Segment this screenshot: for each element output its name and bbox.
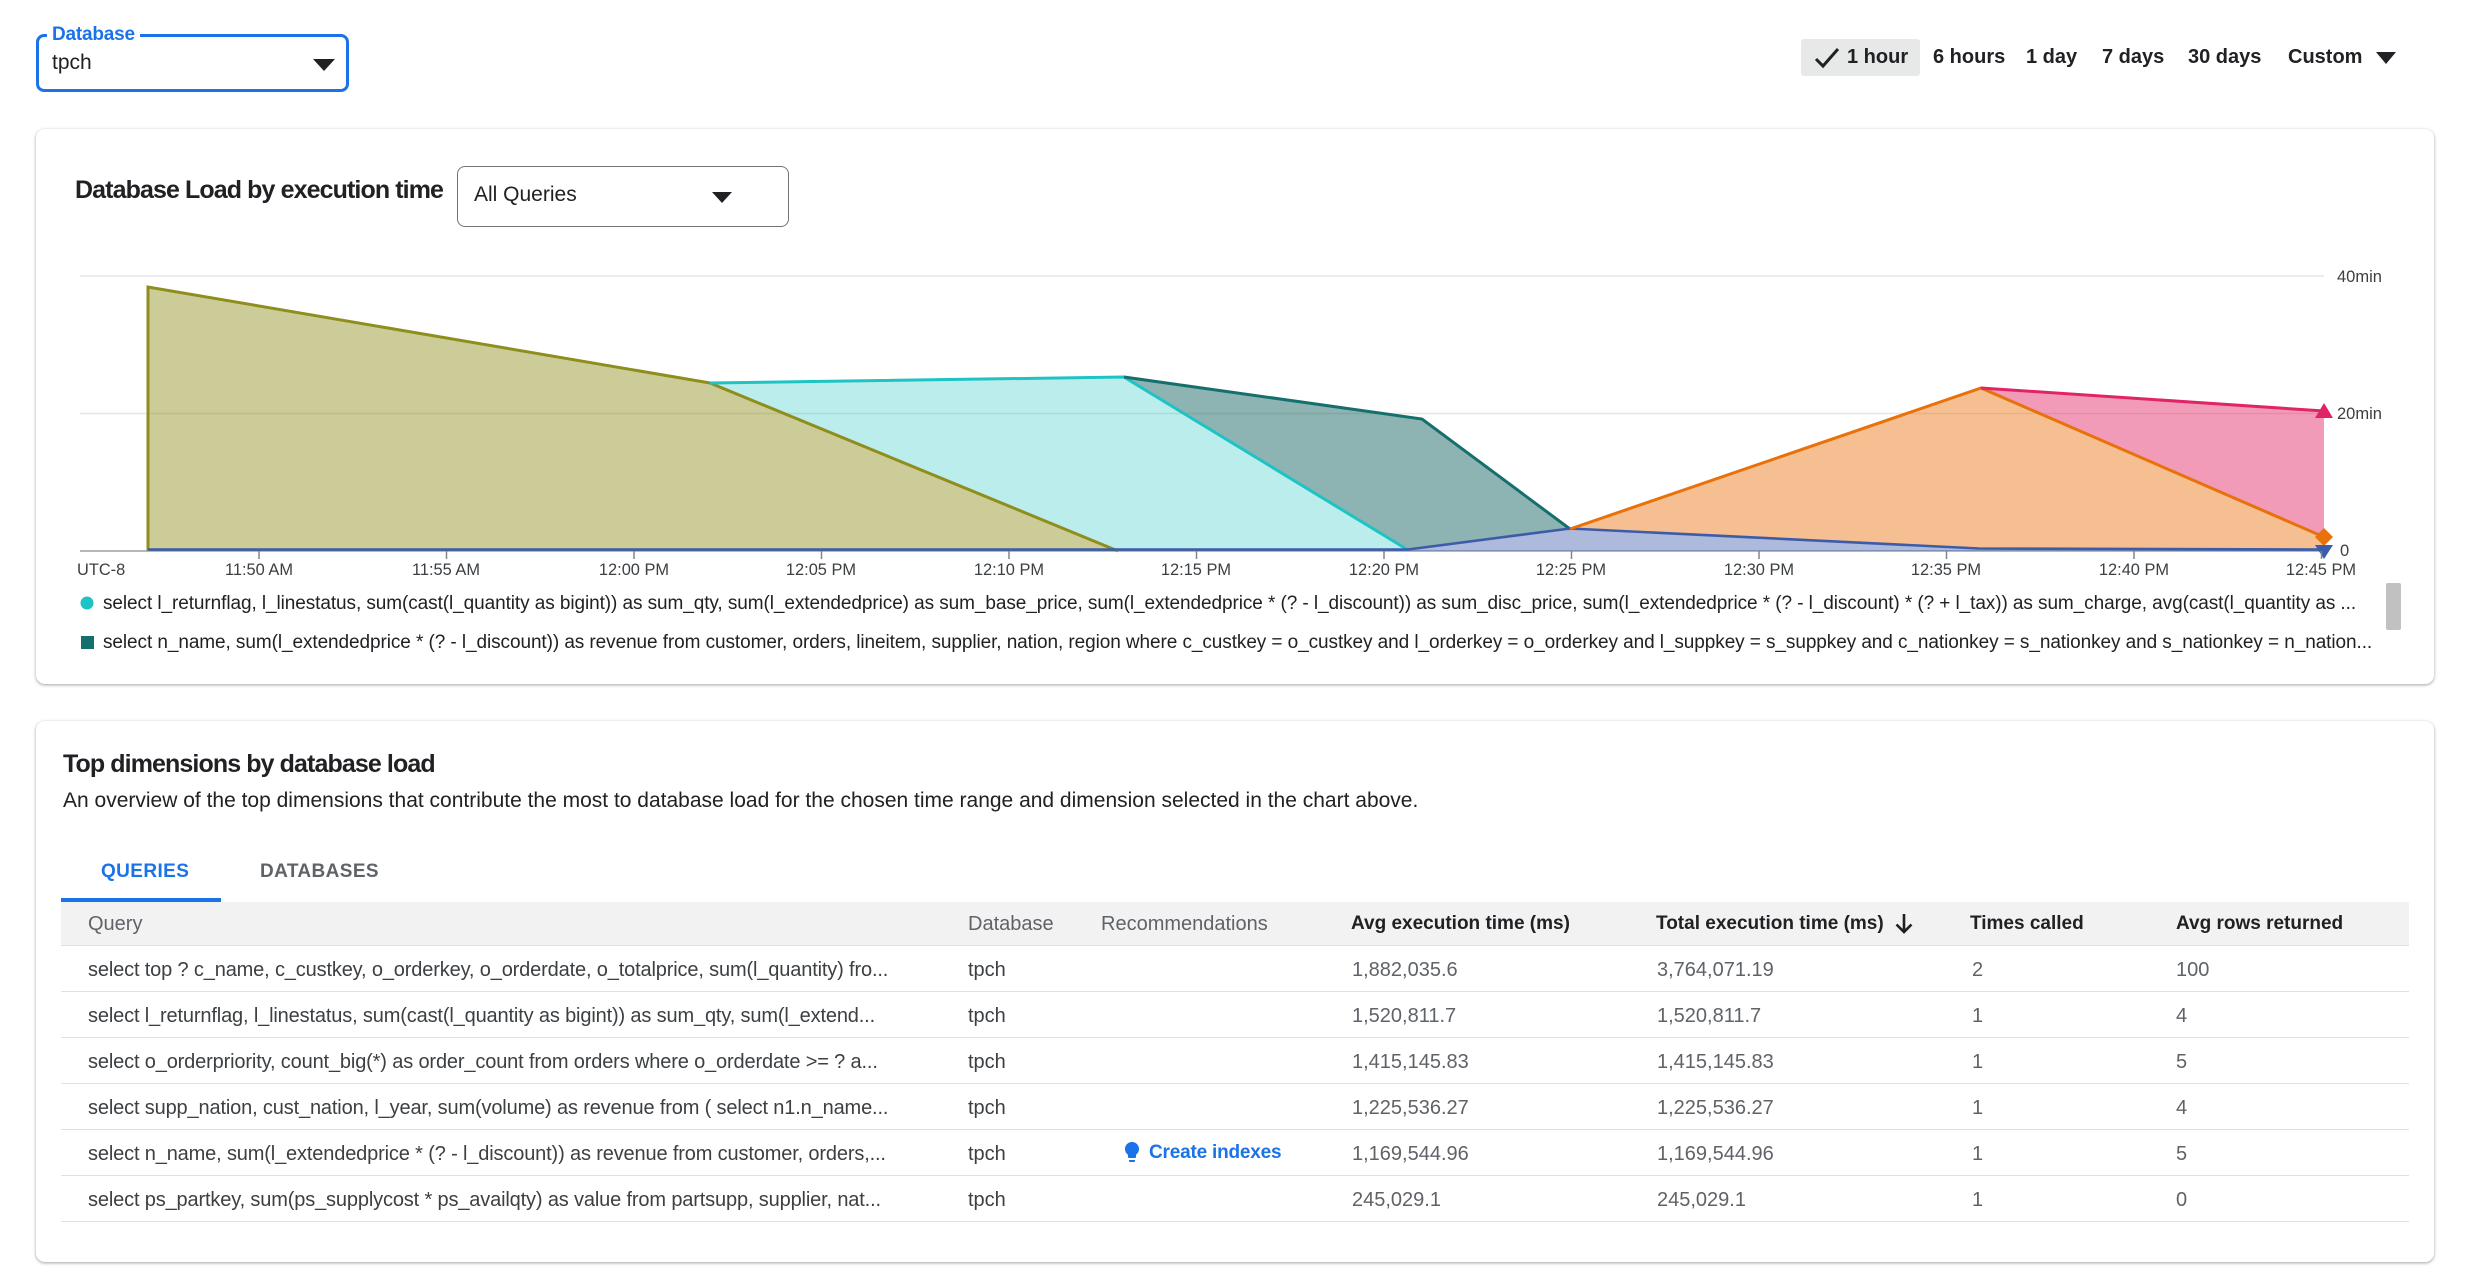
svg-text:12:05 PM: 12:05 PM — [786, 561, 856, 579]
svg-text:12:45 PM: 12:45 PM — [2286, 561, 2356, 579]
svg-text:12:15 PM: 12:15 PM — [1161, 561, 1231, 579]
svg-text:12:25 PM: 12:25 PM — [1536, 561, 1606, 579]
svg-text:12:20 PM: 12:20 PM — [1349, 561, 1419, 579]
svg-text:12:40 PM: 12:40 PM — [2099, 561, 2169, 579]
svg-text:UTC-8: UTC-8 — [77, 561, 125, 579]
svg-text:11:55 AM: 11:55 AM — [412, 561, 480, 579]
svg-text:12:35 PM: 12:35 PM — [1911, 561, 1981, 579]
svg-text:0: 0 — [2340, 542, 2349, 560]
svg-text:12:30 PM: 12:30 PM — [1724, 561, 1794, 579]
svg-text:11:50 AM: 11:50 AM — [225, 561, 293, 579]
svg-text:40min: 40min — [2337, 268, 2382, 286]
svg-text:12:10 PM: 12:10 PM — [974, 561, 1044, 579]
svg-text:20min: 20min — [2337, 405, 2382, 423]
svg-text:12:00 PM: 12:00 PM — [599, 561, 669, 579]
